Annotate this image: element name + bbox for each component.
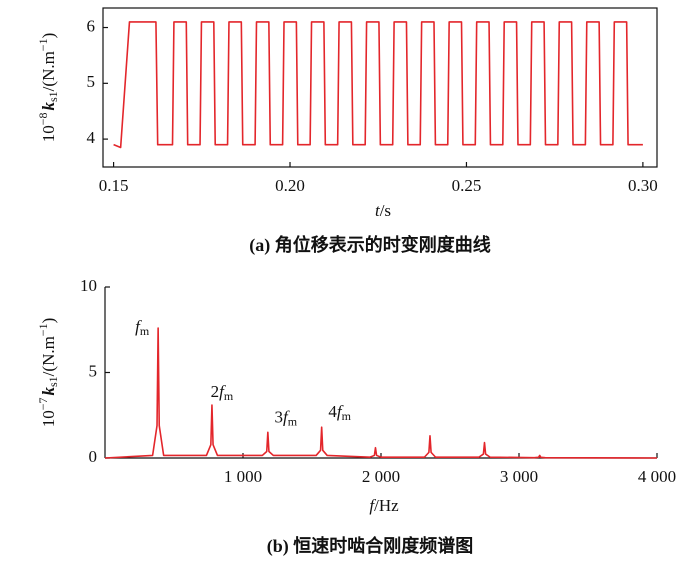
y-tick-label: 4 (87, 128, 96, 147)
y-label-sup: −7 (36, 397, 50, 410)
data-line (113, 21, 643, 149)
peak-annotation: 3fm (275, 407, 298, 428)
annotation-sub: m (288, 414, 298, 428)
annotation-sub: m (140, 324, 150, 338)
y-label-sup: −1 (36, 323, 50, 336)
y-axis-label: 10−8 ks1/(N.m−1) (36, 33, 60, 143)
annotation-symbol: f (135, 317, 142, 336)
y-label-close: ) (39, 33, 58, 39)
caption-b: (b) 恒速时啮合刚度频谱图 (267, 535, 474, 557)
annotation-symbol: f (219, 382, 226, 401)
annotation-symbol: f (283, 407, 290, 426)
y-label-symbol: k (39, 101, 58, 110)
peak-annotation: 4fm (328, 402, 351, 423)
y-axis-label: 10−7 ks1/(N.m−1) (36, 318, 60, 428)
x-label-unit: /Hz (374, 496, 399, 515)
y-tick-label: 0 (89, 447, 98, 466)
y-label-prefix: 10 (39, 125, 58, 142)
annotation-prefix: 4 (328, 402, 337, 421)
annotation-sub: m (224, 389, 234, 403)
y-label-unit: /(N.m (39, 51, 58, 91)
data-line (104, 327, 658, 459)
peak-annotation: 2fm (211, 382, 234, 403)
y-tick-label: 10 (80, 276, 97, 295)
y-label-close: ) (39, 318, 58, 324)
x-tick-label: 0.20 (275, 176, 305, 195)
y-tick-label: 5 (87, 72, 96, 91)
y-label-sub: s1 (46, 376, 60, 387)
x-tick-label: 3 000 (500, 467, 538, 486)
y-label-unit: /(N.m (39, 336, 58, 376)
plot-frame (102, 7, 658, 168)
x-tick-label: 2 000 (362, 467, 400, 486)
annotation-symbol: f (337, 402, 344, 421)
y-label-sup: −1 (36, 38, 50, 51)
x-label-symbol: f (369, 496, 376, 515)
y-label-prefix: 10 (39, 410, 58, 427)
y-label-sup: −8 (36, 112, 50, 125)
y-tick-label: 6 (87, 16, 96, 35)
annotation-sub: m (342, 409, 352, 423)
x-label-unit: /s (380, 201, 391, 220)
caption-a: (a) 角位移表示的时变刚度曲线 (249, 234, 491, 256)
x-label-symbol: t (375, 201, 381, 220)
peak-annotation: fm (135, 317, 150, 338)
y-label-symbol: k (39, 386, 58, 395)
x-tick-label: 0.15 (99, 176, 129, 195)
x-tick-label: 4 000 (638, 467, 676, 486)
y-label-sub: s1 (46, 91, 60, 102)
y-tick-label: 5 (89, 361, 98, 380)
x-axis-label: f/Hz (369, 496, 399, 515)
x-tick-label: 1 000 (224, 467, 262, 486)
annotation-prefix: 2 (211, 382, 220, 401)
annotation-prefix: 3 (275, 407, 284, 426)
x-axis-label: t/s (375, 201, 391, 220)
x-tick-label: 0.25 (452, 176, 482, 195)
x-tick-label: 0.30 (628, 176, 658, 195)
